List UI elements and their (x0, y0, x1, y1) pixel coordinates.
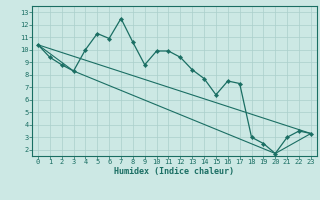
X-axis label: Humidex (Indice chaleur): Humidex (Indice chaleur) (115, 167, 234, 176)
